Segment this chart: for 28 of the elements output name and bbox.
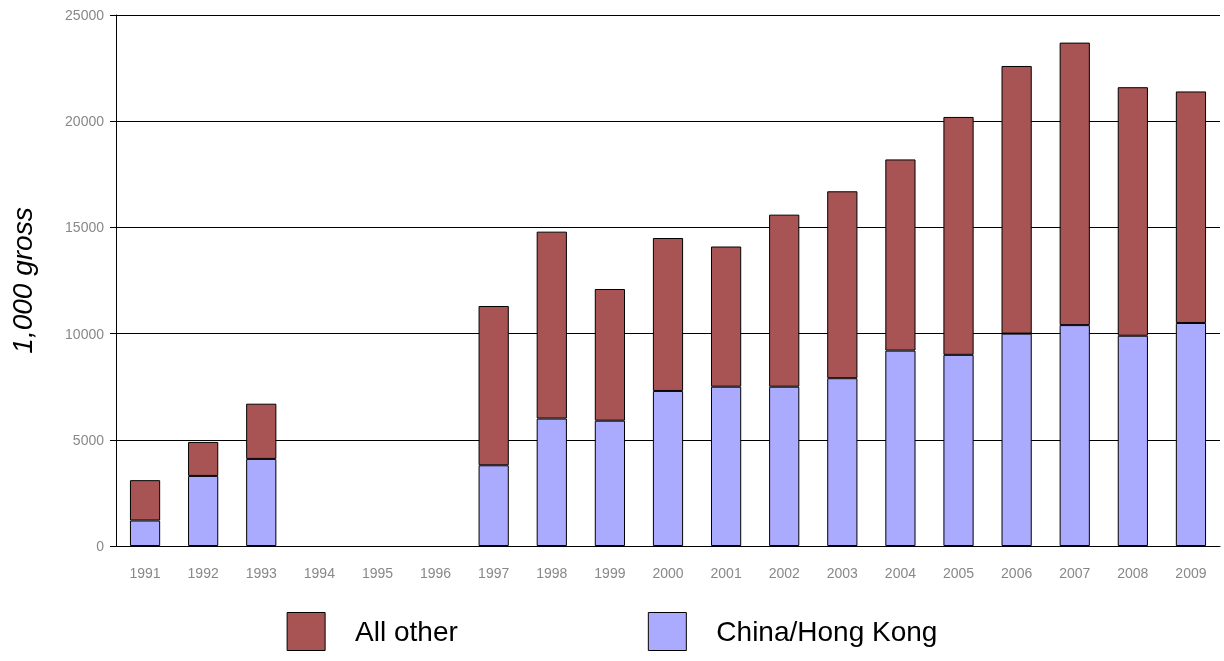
legend-label: China/Hong Kong (716, 616, 938, 647)
x-tick-label: 1999 (594, 565, 626, 581)
x-tick-label: 1997 (478, 565, 510, 581)
x-tick-label: 2008 (1117, 565, 1149, 581)
y-axis-title: 1,000 gross (6, 207, 38, 354)
y-tick-label: 0 (96, 538, 105, 554)
y-tick-label: 25000 (65, 7, 105, 23)
y-tick-label: 15000 (65, 219, 105, 236)
x-tick-label: 2006 (1001, 565, 1033, 581)
x-tick-label: 1992 (187, 565, 219, 581)
x-tick-label: 1996 (420, 565, 452, 581)
legend-label: All other (355, 616, 458, 647)
x-tick-label: 2004 (884, 565, 917, 581)
x-tick-label: 2002 (768, 565, 800, 581)
x-tick-label: 2009 (1175, 565, 1207, 581)
x-tick-label: 1993 (245, 565, 278, 581)
y-tick-label: 5000 (72, 431, 105, 448)
x-tick-label: 2003 (826, 565, 859, 581)
x-tick-label: 1994 (303, 565, 336, 581)
x-tick-label: 1995 (361, 565, 394, 581)
y-tick-label: 10000 (65, 325, 105, 342)
x-tick-label: 1991 (129, 565, 161, 581)
x-tick-label: 2005 (942, 565, 975, 581)
x-tick-label: 2007 (1059, 565, 1091, 581)
y-tick-label: 20000 (65, 113, 105, 130)
x-tick-label: 1998 (536, 565, 568, 581)
x-tick-label: 2001 (710, 565, 742, 581)
x-tick-label: 2000 (652, 565, 684, 581)
